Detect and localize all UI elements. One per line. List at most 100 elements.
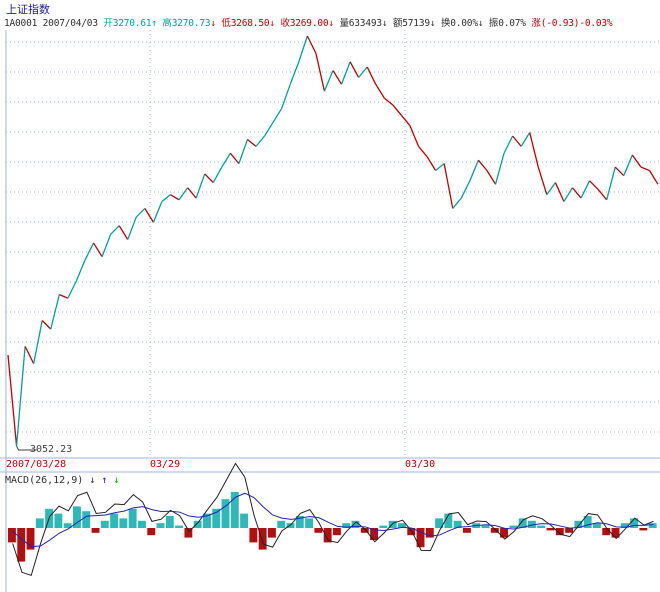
price-segment xyxy=(170,194,180,201)
price-segment xyxy=(546,182,556,196)
macd-dif-line xyxy=(12,462,654,577)
price-segment xyxy=(152,201,163,223)
macd-bar xyxy=(203,513,211,528)
macd-bar xyxy=(147,528,156,536)
turnover-value: 0.00% xyxy=(450,18,478,29)
price-segment xyxy=(315,53,326,92)
quote-code: 1A0001 xyxy=(4,18,38,29)
chart-grid xyxy=(6,41,660,433)
arrow-down-icon: ↓ xyxy=(210,18,216,29)
price-segment xyxy=(118,225,129,240)
price-segment xyxy=(443,163,454,209)
low-marker xyxy=(16,445,37,451)
macd-bar xyxy=(100,520,109,528)
price-segment xyxy=(520,132,531,147)
price-segment xyxy=(340,61,351,85)
macd-bar xyxy=(602,528,611,536)
macd-title: MACD(26,12,9) xyxy=(5,475,84,486)
macd-bar xyxy=(165,516,174,528)
open-label: 开 xyxy=(103,18,113,29)
macd-bar xyxy=(565,528,574,533)
macd-bar xyxy=(73,506,81,528)
price-segment xyxy=(187,187,197,199)
macd-bar xyxy=(277,520,286,528)
price-segment xyxy=(24,346,35,364)
macd-bar xyxy=(193,520,202,528)
price-segment xyxy=(503,135,514,154)
price-segment xyxy=(563,187,574,202)
low-marker-label: 3052.23 xyxy=(30,444,73,455)
price-segment xyxy=(306,35,317,54)
macd-bar xyxy=(546,528,555,531)
amount-label: 额 xyxy=(392,18,403,29)
price-segment xyxy=(477,159,488,171)
price-segment xyxy=(229,152,240,165)
price-segment xyxy=(221,152,231,168)
price-segment xyxy=(486,170,497,185)
price-segment xyxy=(580,180,591,199)
macd-bar xyxy=(54,513,63,528)
macd-bar xyxy=(528,520,536,528)
open-value: 3270.61 xyxy=(112,18,152,29)
macd-bar xyxy=(555,528,564,536)
price-segment xyxy=(383,97,394,106)
macd-bar xyxy=(258,528,267,550)
macd-bar xyxy=(63,523,72,528)
macd-bar xyxy=(156,523,165,528)
arrow-up-icon: ↑ xyxy=(151,18,157,29)
price-segment xyxy=(418,145,428,158)
macd-bar xyxy=(286,523,295,528)
macd-bar xyxy=(249,528,258,543)
macd-bar xyxy=(370,528,379,540)
price-segment xyxy=(255,135,266,147)
amplitude-value: 0.07% xyxy=(498,18,526,29)
price-segment xyxy=(323,70,334,92)
price-segment xyxy=(84,242,95,261)
macd-bar xyxy=(360,528,369,533)
price-segment xyxy=(41,320,52,330)
price-segment xyxy=(460,180,471,199)
macd-bar xyxy=(119,518,128,528)
macd-bar xyxy=(323,528,332,543)
macd-bar xyxy=(8,528,16,543)
macd-bar xyxy=(463,528,471,533)
price-segment xyxy=(392,104,402,116)
macd-lines xyxy=(12,462,654,577)
macd-bar xyxy=(128,508,137,528)
price-series xyxy=(7,35,659,447)
price-segment xyxy=(614,166,625,177)
macd-bar xyxy=(268,528,276,538)
date-label-3: 03/30 xyxy=(405,459,436,470)
price-segment xyxy=(426,156,437,171)
price-segment xyxy=(400,114,411,127)
volume-value: 633493 xyxy=(348,18,382,29)
macd-bar xyxy=(398,523,406,528)
arrow-down-icon: ↓ xyxy=(328,18,334,29)
price-segment xyxy=(92,242,103,258)
price-segment xyxy=(50,294,60,330)
macd-bar xyxy=(110,513,119,528)
price-segment xyxy=(7,354,18,447)
price-segment xyxy=(281,84,291,109)
price-segment xyxy=(648,170,659,185)
macd-bar xyxy=(175,525,184,528)
macd-label: MACD(26,12,9) ↓ ↑ ↓ xyxy=(5,475,119,486)
high-value: 3270.73 xyxy=(171,18,211,29)
macd-bar xyxy=(509,525,518,528)
price-segment xyxy=(349,61,360,78)
quote-bar: 1A0001 2007/04/03 开3270.61↑ 高3270.73↓ 低3… xyxy=(4,15,613,29)
volume-label: 量 xyxy=(339,18,349,29)
amount-value: 57139 xyxy=(402,18,430,29)
macd-bar xyxy=(138,520,146,528)
price-segment xyxy=(33,320,43,364)
macd-bar xyxy=(490,528,499,533)
macd-bar xyxy=(17,528,26,562)
macd-bars xyxy=(8,492,657,562)
price-segment xyxy=(435,163,445,172)
price-segment xyxy=(101,234,112,257)
price-segment xyxy=(135,207,146,218)
close-value: 3269.00 xyxy=(289,18,329,29)
price-segment xyxy=(597,189,608,201)
macd-bar xyxy=(342,523,351,528)
